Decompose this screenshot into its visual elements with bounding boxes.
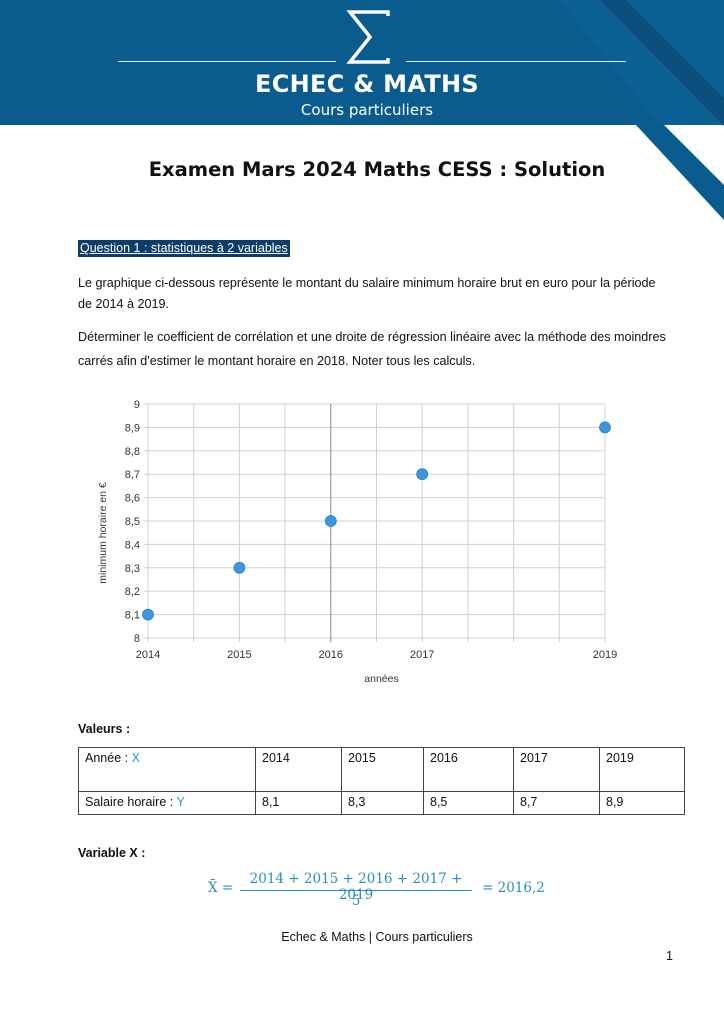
y-axis-label: minimum horaire en € (97, 482, 109, 584)
header-decoration (560, 0, 724, 125)
sigma-icon (346, 10, 390, 64)
table-row-y: Salaire horaire : Y 8,1 8,3 8,5 8,7 8,9 (78, 791, 685, 815)
y-tick-label: 8,2 (125, 586, 140, 598)
y-tick-label: 8,3 (125, 563, 140, 575)
data-point (416, 468, 429, 481)
y-tick-label: 8,8 (125, 446, 140, 458)
y-tick-label: 8,1 (125, 610, 140, 622)
row-y-header: Salaire horaire : Y (78, 791, 256, 815)
brand-name: ECHEC & MATHS (255, 70, 479, 98)
formula-result: = 2016,2 (482, 880, 545, 896)
y-tick-label: 8,9 (125, 422, 140, 434)
brand-line-right (406, 61, 626, 62)
scatter-chart: 8 8,1 8,2 8,3 8,4 8,5 8,6 8,7 8,8 8,9 9 2014 2015 201… (97, 399, 617, 685)
data-point (324, 515, 337, 527)
table-cell: 8,5 (423, 791, 514, 815)
table-cell: 2014 (255, 747, 342, 792)
paragraph-intro: Le graphique ci-dessous représente le mo… (78, 276, 656, 311)
values-label: Valeurs : (78, 722, 131, 736)
table-cell: 2016 (423, 747, 514, 792)
footer-text: Echec & Maths | Cours particuliers (281, 930, 473, 944)
formula-denominator: 5 (351, 893, 361, 909)
values-table: Année : X 2014 2015 2016 2017 2019 Salai… (78, 747, 685, 815)
data-point (142, 608, 154, 621)
x-tick-label: 2015 (227, 649, 251, 661)
x-tick-label: 2019 (593, 649, 617, 661)
corner-decoration (600, 0, 724, 220)
x-tick-label: 2017 (410, 649, 434, 661)
document-title: Examen Mars 2024 Maths CESS : Solution (148, 158, 606, 181)
formula-numerator: 2014 + 2015 + 2016 + 2017 + 2019 (249, 871, 463, 903)
header-banner: ECHEC & MATHS Cours particuliers (0, 0, 724, 125)
x-axis-label: années (364, 673, 398, 685)
variable-x-label: Variable X : (78, 846, 146, 860)
question-label: Question 1 : statistiques à 2 variables (78, 240, 290, 257)
table-cell: 2015 (341, 747, 424, 792)
data-point (599, 421, 611, 434)
table-cell: 8,7 (513, 791, 600, 815)
page-number: 1 (666, 949, 673, 963)
y-tick-label: 8 (134, 633, 140, 645)
table-cell: 8,3 (341, 791, 424, 815)
data-point (233, 561, 246, 574)
brand-subtitle: Cours particuliers (300, 101, 434, 119)
x-tick-label: 2016 (319, 649, 343, 661)
mean-x-formula: X̄ = 2014 + 2015 + 2016 + 2017 + 2019 5 … (208, 868, 558, 912)
mean-symbol: X̄ = (208, 880, 234, 896)
brand-line-left (118, 61, 336, 62)
y-tick-label: 8,4 (125, 539, 140, 551)
row-x-header: Année : X (78, 747, 256, 792)
table-row-x: Année : X 2014 2015 2016 2017 2019 (78, 747, 685, 792)
table-cell: 8,9 (599, 791, 685, 815)
fraction-line (240, 890, 472, 891)
table-cell: 2019 (599, 747, 685, 792)
paragraph-instruction: Déterminer le coefficient de corrélation… (78, 330, 666, 368)
table-cell: 2017 (513, 747, 600, 792)
y-tick-label: 8,5 (125, 516, 140, 528)
table-cell: 8,1 (255, 791, 342, 815)
y-tick-label: 9 (134, 399, 140, 411)
y-tick-label: 8,7 (125, 469, 140, 481)
x-tick-label: 2014 (136, 649, 160, 661)
y-tick-label: 8,6 (125, 493, 140, 505)
